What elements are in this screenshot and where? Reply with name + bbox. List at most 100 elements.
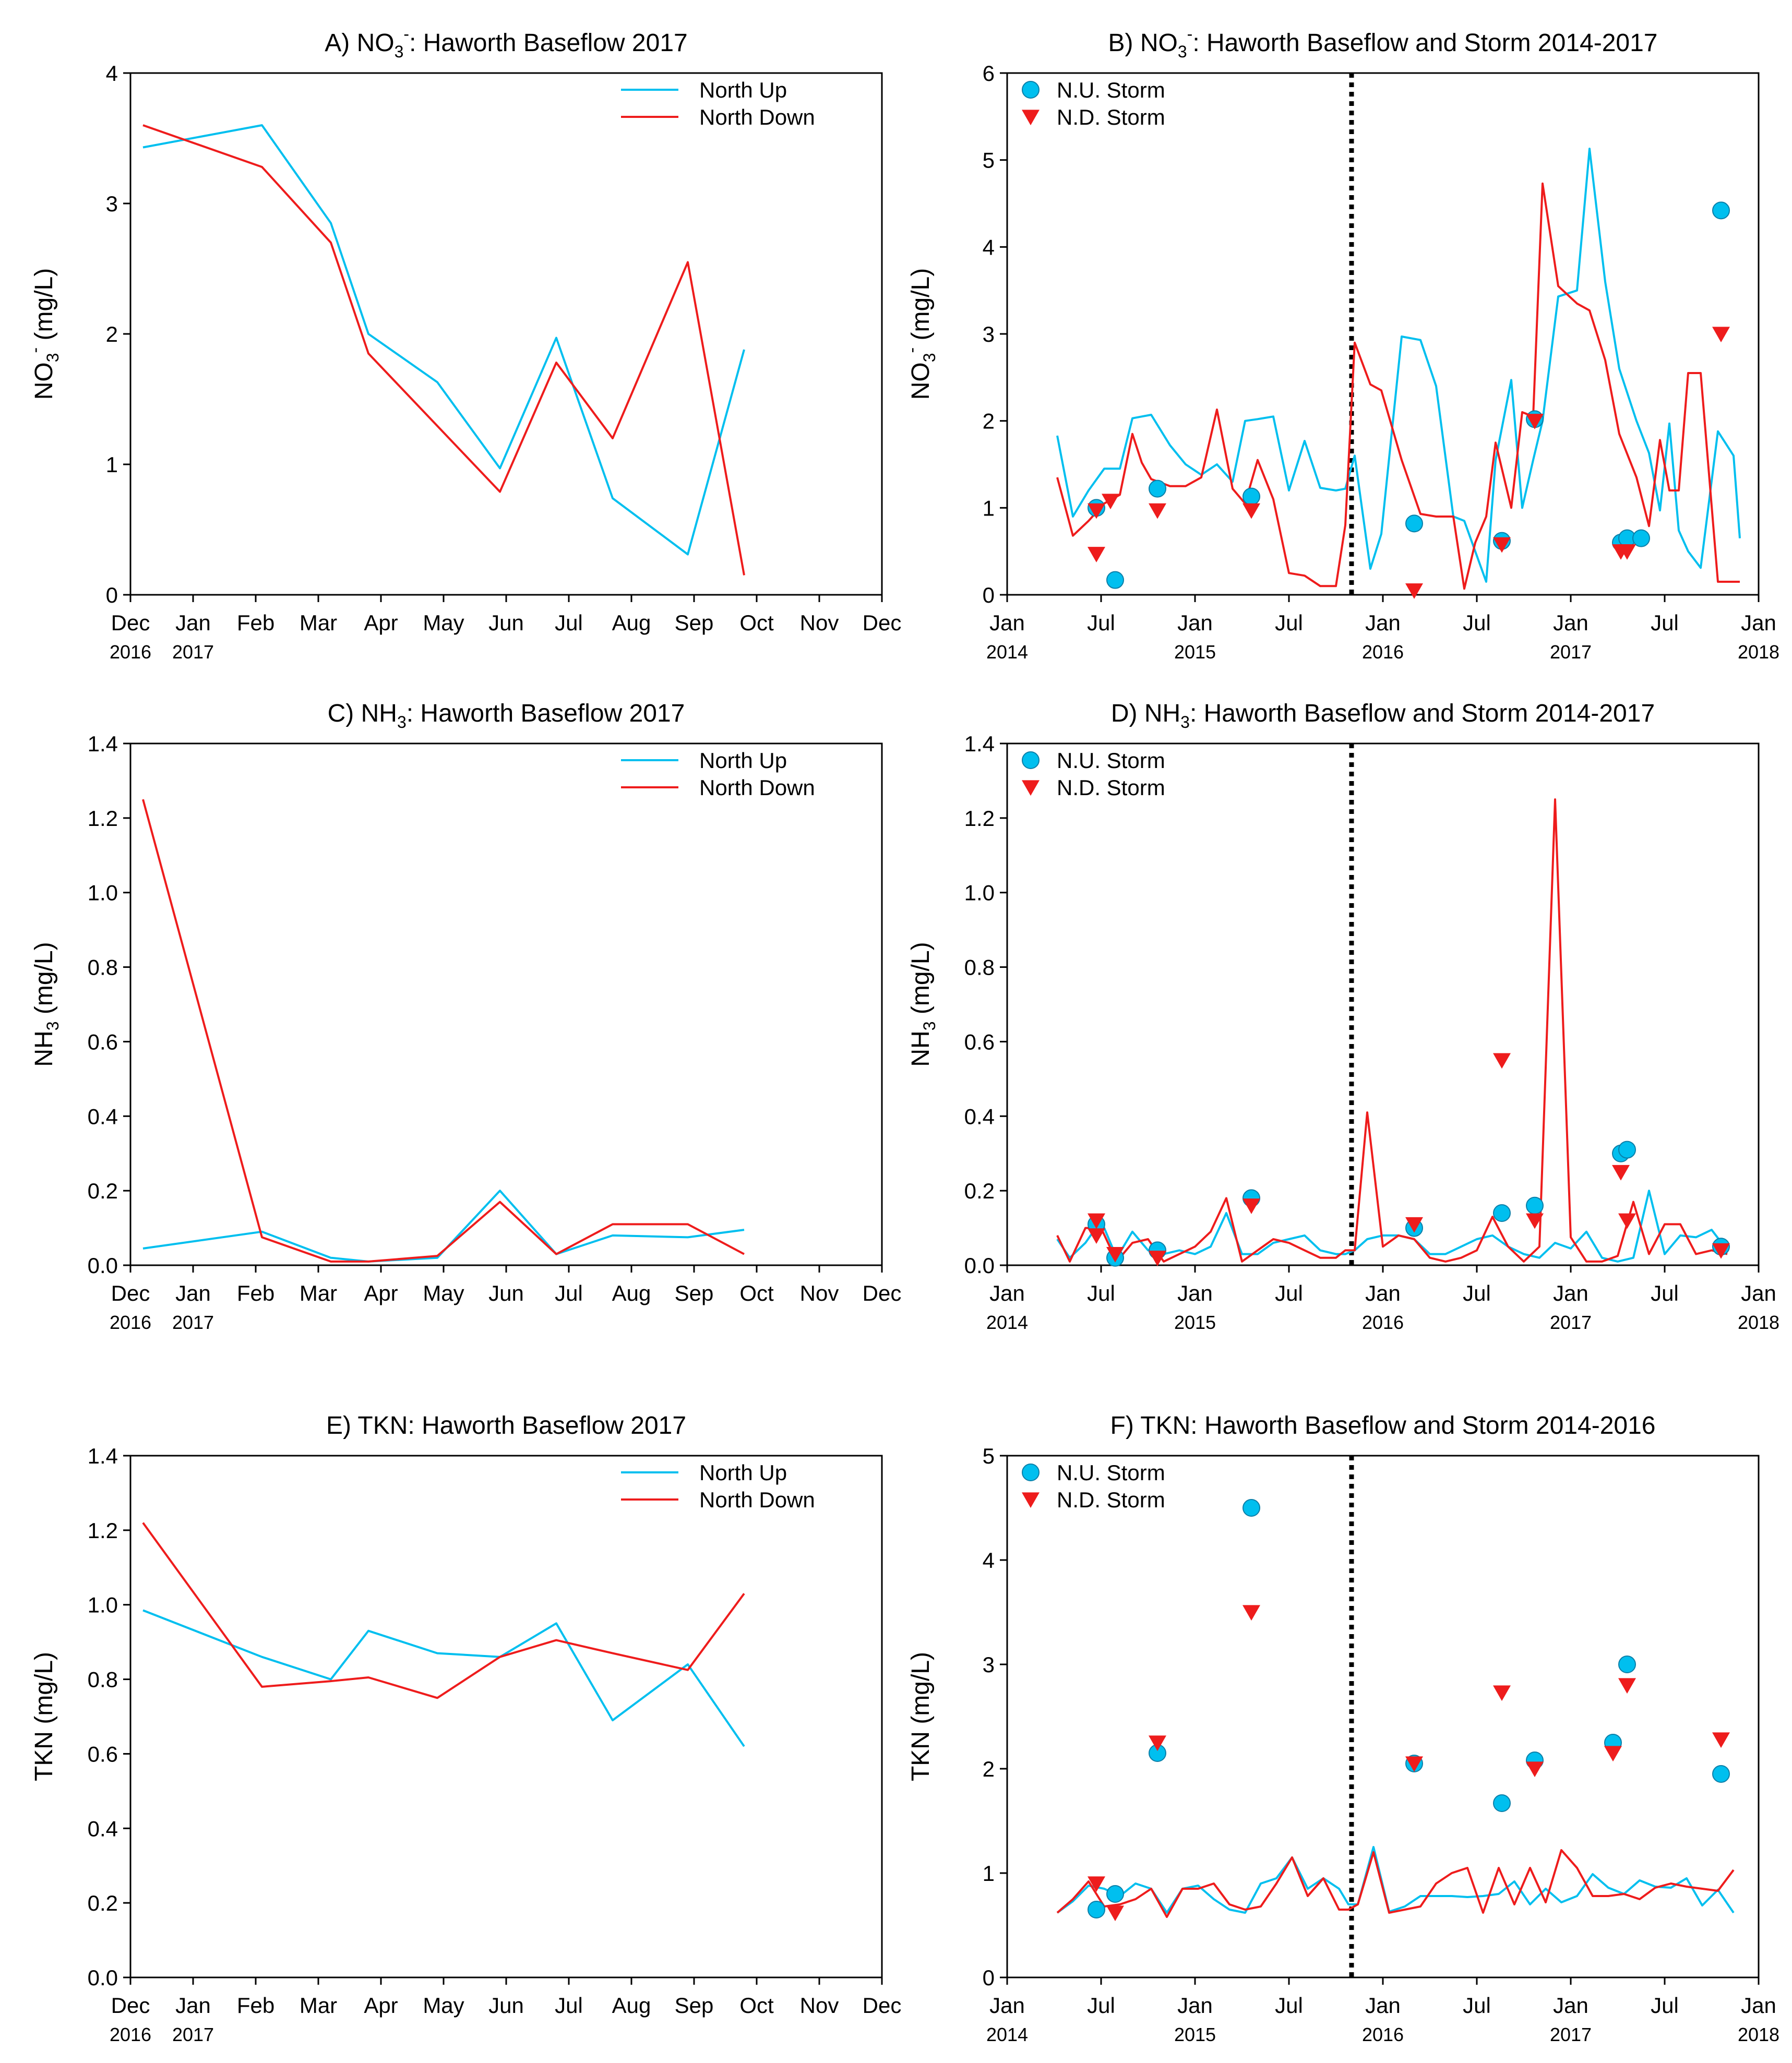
y-tick-label-b-3: 3 [983,322,995,346]
nu-storm-point-f-3 [1243,1499,1260,1517]
nu-storm-point-b-3 [1243,487,1260,506]
nd-storm-point-b-1 [1088,503,1105,519]
nd-storm-point-b-7 [1526,414,1544,429]
chart-title-b: B) NO3-: Haworth Baseflow and Storm 2014… [1108,25,1658,61]
y-tick-label-d-0: 0.0 [964,1253,995,1278]
y-axis-label-d: NH3 (mg/L) [907,942,939,1066]
nu-storm-point-f-5 [1493,1794,1511,1812]
x-tick-label-f-7: Jul [1651,1993,1679,2018]
x-tick-label-e-12: Dec [863,1993,902,2018]
chart-title-b-superscript: - [1187,25,1193,43]
legend-label-d-0: N.U. Storm [1057,748,1165,773]
nd-storm-point-d-10 [1712,1243,1730,1259]
series-line-d-north-down [1056,798,1728,1263]
y-axis-label-e-base: TKN (mg/L) [30,1652,58,1781]
x-tick-label-d-1: Jul [1087,1281,1115,1305]
nu-storm-point-f-1 [1106,1885,1124,1903]
x-tick-year-a-1: 2017 [172,641,214,663]
y-tick-label-e-3: 0.6 [88,1742,118,1766]
legend-swatch-f-0 [1022,1464,1040,1481]
plot-frame-a [129,72,883,596]
x-tick-label-a-8: Aug [612,610,651,635]
y-axis-label-c-base: NH [30,1030,58,1066]
x-tick-label-d-0: Jan [989,1281,1025,1305]
y-tick-label-d-1: 0.2 [964,1179,995,1203]
x-tick-label-e-7: Jul [555,1993,583,2018]
x-tick-label-a-9: Sep [675,610,714,635]
nd-storm-point-f-3 [1243,1605,1260,1621]
x-tick-label-f-6: Jan [1553,1993,1588,2018]
nd-storm-point-b-0 [1088,547,1105,562]
y-axis-label-d-subscript: 3 [920,1021,939,1030]
x-tick-year-d-0: 2014 [986,1312,1028,1333]
x-tick-label-c-9: Sep [675,1281,714,1305]
x-tick-label-a-5: May [423,610,464,635]
legend-swatch-f-1 [1022,1492,1040,1508]
chart-title-f: F) TKN: Haworth Baseflow and Storm 2014-… [1110,1412,1656,1440]
x-tick-label-e-11: Nov [800,1993,839,2018]
x-tick-label-c-5: May [423,1281,464,1305]
nd-storm-point-d-9 [1618,1213,1636,1229]
legend-label-c-0: North Up [699,748,787,773]
x-tick-label-c-1: Jan [175,1281,211,1305]
plot-frame-e [129,1455,883,1978]
legend-swatch-b-0 [1022,81,1040,99]
y-axis-label-d-rest: (mg/L) [907,942,935,1021]
x-tick-label-e-10: Oct [739,1993,774,2018]
chart-title-b-base: B) NO [1108,29,1178,57]
nd-storm-point-d-2 [1106,1246,1124,1263]
nd-storm-point-f-0 [1088,1876,1105,1892]
x-tick-label-d-6: Jan [1553,1281,1588,1305]
y-tick-label-c-3: 0.6 [88,1029,118,1054]
y-tick-label-c-0: 0.0 [88,1253,118,1278]
x-tick-label-a-1: Jan [175,610,211,635]
series-line-e-north-down [142,1522,745,1699]
y-tick-label-c-2: 0.4 [88,1104,118,1129]
chart-title-d: D) NH3: Haworth Baseflow and Storm 2014-… [1111,700,1655,731]
x-tick-label-f-0: Jan [989,1993,1025,2018]
y-axis-label-d-base: NH [907,1030,935,1066]
legend-swatch-b-1 [1022,110,1040,126]
y-tick-label-d-4: 0.8 [964,955,995,980]
x-tick-year-f-2: 2015 [1174,2024,1216,2045]
x-tick-label-c-11: Nov [800,1281,839,1305]
nd-storm-point-b-9 [1618,544,1636,560]
y-tick-label-c-6: 1.2 [88,806,118,831]
x-tick-label-d-3: Jul [1275,1281,1303,1305]
x-tick-label-b-8: Jan [1741,610,1776,635]
chart-title-a: A) NO3-: Haworth Baseflow 2017 [325,25,687,61]
y-axis-label-a-base: NO [30,362,58,400]
y-tick-label-b-0: 0 [983,583,995,607]
x-tick-year-f-6: 2017 [1550,2024,1592,2045]
chart-title-d-rest: : Haworth Baseflow and Storm 2014-2017 [1190,700,1655,727]
nd-storm-point-d-7 [1526,1213,1544,1229]
x-tick-label-b-5: Jul [1463,610,1491,635]
y-tick-label-a-4: 4 [106,61,118,86]
y-axis-label-e: TKN (mg/L) [30,1652,58,1781]
nu-storm-point-b-1 [1106,571,1124,589]
y-axis-label-a: NO3- (mg/L) [26,268,62,400]
chart-title-a-superscript: - [403,25,409,43]
chart-b: B) NO3-: Haworth Baseflow and Storm 2014… [902,25,1779,663]
x-tick-label-a-6: Jun [488,610,524,635]
y-tick-label-f-0: 0 [983,1965,995,1990]
legend-label-a-0: North Up [699,78,787,102]
nu-storm-point-d-6 [1526,1196,1544,1215]
chart-title-b-subscript: 3 [1178,42,1187,61]
y-tick-label-c-1: 0.2 [88,1179,118,1203]
x-tick-label-b-7: Jul [1651,610,1679,635]
y-tick-label-f-4: 4 [983,1548,995,1573]
chart-d: D) NH3: Haworth Baseflow and Storm 2014-… [907,700,1779,1333]
chart-title-f-base: F) TKN: Haworth Baseflow and Storm 2014-… [1110,1412,1656,1440]
y-tick-label-d-6: 1.2 [964,806,995,831]
y-tick-label-f-5: 5 [983,1444,995,1468]
x-tick-label-e-8: Aug [612,1993,651,2018]
y-axis-label-c: NH3 (mg/L) [30,942,62,1066]
x-tick-year-b-8: 2018 [1738,641,1779,663]
nu-storm-point-d-5 [1493,1204,1511,1222]
y-tick-label-e-6: 1.2 [88,1518,118,1543]
x-tick-year-b-6: 2017 [1550,641,1592,663]
series-line-c-north-up [142,1190,745,1263]
y-axis-label-b: NO3- (mg/L) [902,268,939,400]
